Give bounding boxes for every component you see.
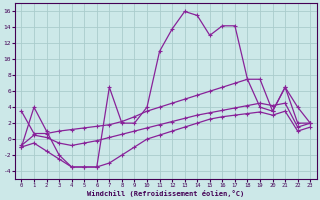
X-axis label: Windchill (Refroidissement éolien,°C): Windchill (Refroidissement éolien,°C) <box>87 190 244 197</box>
